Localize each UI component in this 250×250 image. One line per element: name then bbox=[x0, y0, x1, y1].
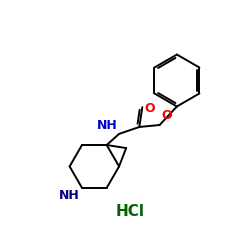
Text: HCl: HCl bbox=[116, 204, 144, 219]
Text: O: O bbox=[144, 102, 155, 115]
Text: O: O bbox=[162, 109, 172, 122]
Text: NH: NH bbox=[97, 119, 118, 132]
Text: NH: NH bbox=[59, 189, 80, 202]
